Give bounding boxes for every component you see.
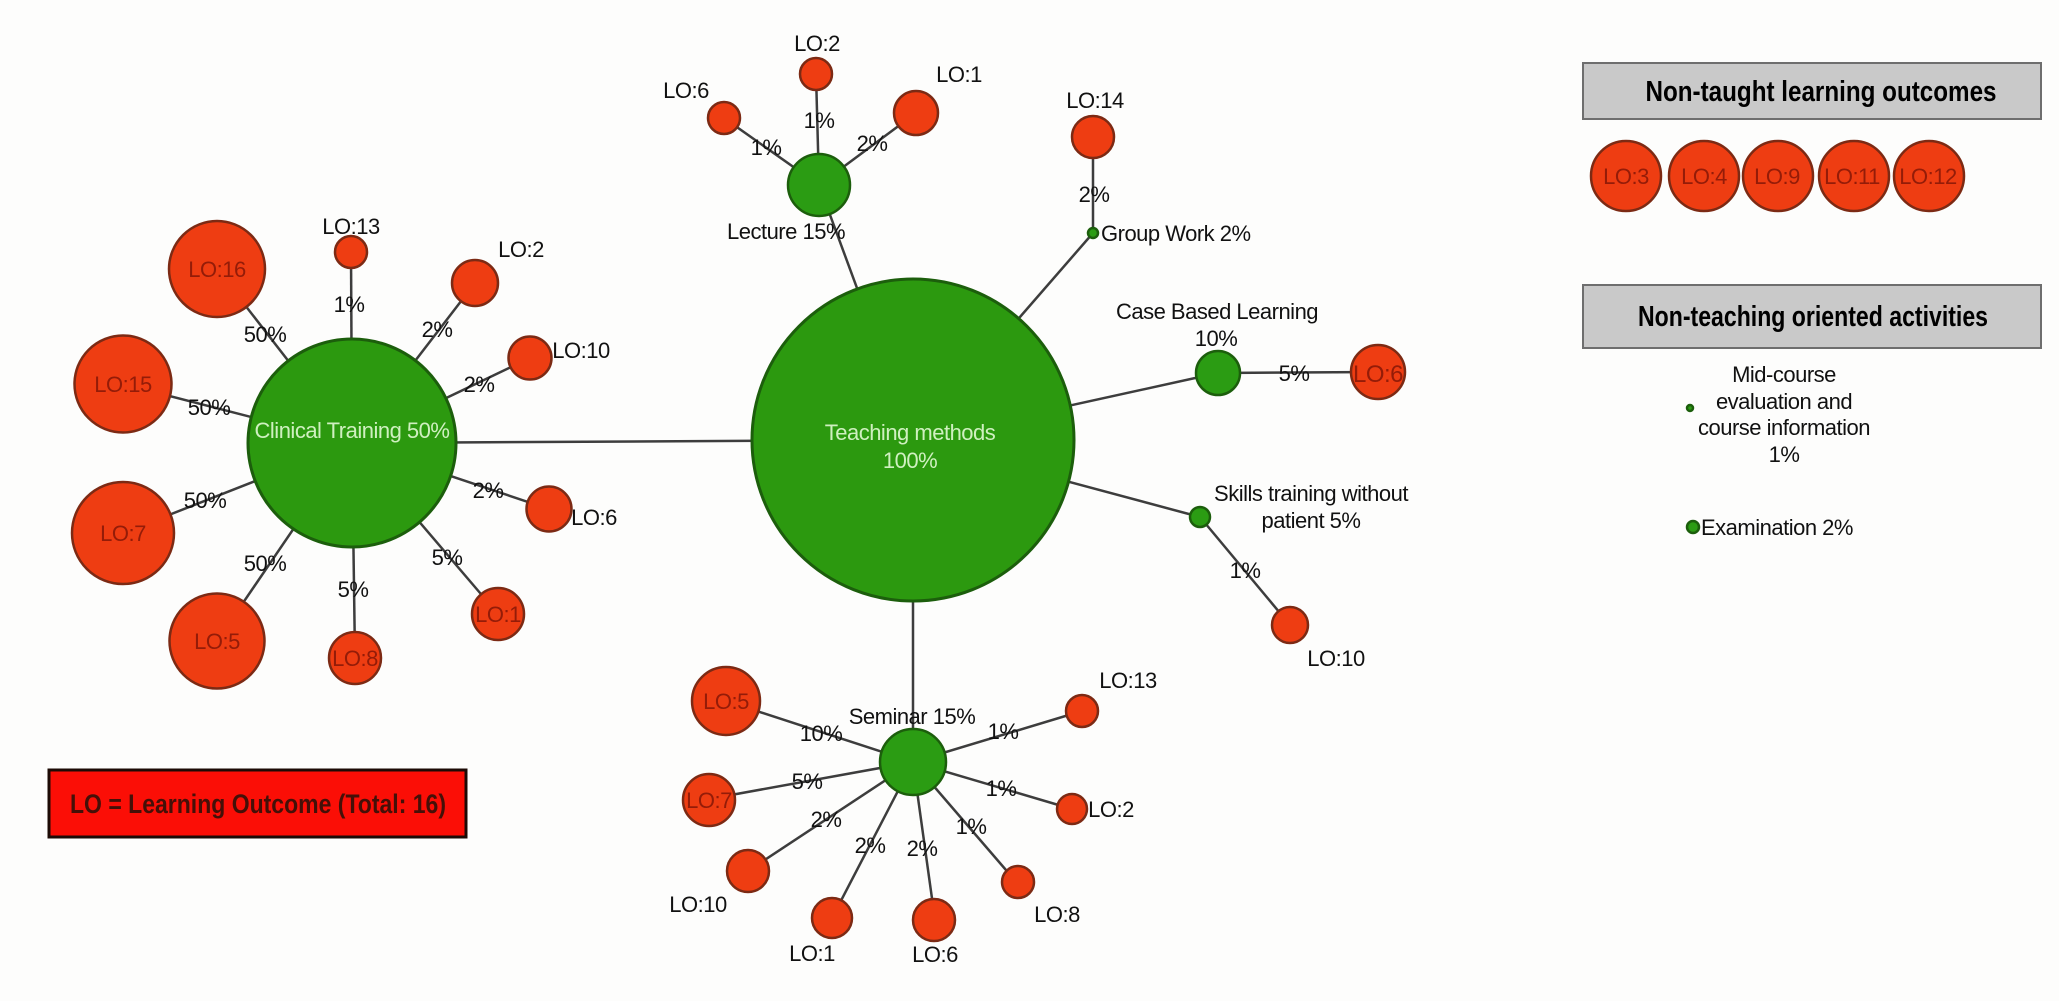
svg-text:LO:1: LO:1 — [475, 602, 521, 627]
svg-text:LO:2: LO:2 — [498, 237, 544, 262]
svg-text:Non-teaching oriented activiti: Non-teaching oriented activities — [1638, 301, 1988, 333]
svg-text:LO:1: LO:1 — [789, 941, 835, 966]
svg-text:LO:10: LO:10 — [1307, 646, 1365, 671]
svg-text:LO:7: LO:7 — [686, 788, 732, 813]
svg-text:LO:8: LO:8 — [1034, 902, 1080, 927]
svg-text:LO:6: LO:6 — [912, 942, 958, 967]
svg-text:5%: 5% — [338, 577, 369, 602]
svg-text:2%: 2% — [473, 478, 504, 503]
svg-text:LO:12: LO:12 — [1899, 164, 1957, 189]
svg-text:50%: 50% — [244, 322, 287, 347]
svg-text:5%: 5% — [1279, 361, 1310, 386]
svg-text:LO:9: LO:9 — [1754, 164, 1800, 189]
svg-text:LO:13: LO:13 — [1099, 668, 1157, 693]
svg-text:1%: 1% — [804, 108, 835, 133]
svg-text:LO:2: LO:2 — [1088, 797, 1134, 822]
svg-text:LO = Learning Outcome (Total:: LO = Learning Outcome (Total: 16) — [70, 789, 446, 819]
svg-text:LO:2: LO:2 — [794, 31, 840, 56]
svg-text:LO:16: LO:16 — [188, 257, 246, 282]
svg-text:Group Work 2%: Group Work 2% — [1101, 221, 1251, 246]
svg-text:LO:6: LO:6 — [571, 505, 617, 530]
svg-text:LO:5: LO:5 — [194, 629, 240, 654]
svg-text:LO:4: LO:4 — [1681, 164, 1727, 189]
svg-text:2%: 2% — [907, 836, 938, 861]
svg-text:LO:3: LO:3 — [1603, 164, 1649, 189]
svg-text:1%: 1% — [986, 776, 1017, 801]
svg-text:LO:8: LO:8 — [332, 646, 378, 671]
svg-text:Teaching methods: Teaching methods — [825, 420, 996, 445]
svg-text:Skills training without: Skills training without — [1214, 481, 1408, 506]
svg-text:1%: 1% — [334, 292, 365, 317]
svg-text:Examination 2%: Examination 2% — [1701, 515, 1853, 540]
svg-text:10%: 10% — [1195, 326, 1238, 351]
svg-text:1%: 1% — [956, 814, 987, 839]
svg-text:2%: 2% — [464, 372, 495, 397]
svg-text:Non-taught learning outcomes: Non-taught learning outcomes — [1646, 76, 1997, 108]
svg-text:Clinical Training 50%: Clinical Training 50% — [255, 418, 450, 443]
svg-text:LO:10: LO:10 — [552, 338, 610, 363]
svg-text:patient 5%: patient 5% — [1262, 508, 1361, 533]
svg-text:1%: 1% — [1769, 442, 1800, 467]
svg-text:LO:11: LO:11 — [1824, 164, 1880, 189]
svg-text:LO:13: LO:13 — [322, 214, 380, 239]
svg-text:LO:6: LO:6 — [1353, 361, 1403, 388]
svg-text:1%: 1% — [988, 719, 1019, 744]
svg-text:Case Based Learning: Case Based Learning — [1116, 299, 1318, 324]
svg-text:evaluation and: evaluation and — [1716, 389, 1852, 414]
svg-text:5%: 5% — [792, 769, 823, 794]
svg-text:LO:15: LO:15 — [94, 372, 152, 397]
svg-text:100%: 100% — [883, 448, 937, 473]
svg-text:LO:7: LO:7 — [100, 521, 146, 546]
svg-text:1%: 1% — [1230, 558, 1261, 583]
svg-text:LO:1: LO:1 — [936, 62, 982, 87]
svg-text:50%: 50% — [244, 551, 287, 576]
svg-text:Lecture 15%: Lecture 15% — [727, 219, 845, 244]
svg-text:10%: 10% — [800, 721, 843, 746]
svg-text:2%: 2% — [1079, 182, 1110, 207]
svg-text:2%: 2% — [855, 833, 886, 858]
svg-text:50%: 50% — [184, 488, 227, 513]
svg-text:2%: 2% — [857, 131, 888, 156]
svg-text:50%: 50% — [188, 395, 231, 420]
svg-text:Mid-course: Mid-course — [1732, 362, 1836, 387]
svg-text:1%: 1% — [751, 135, 782, 160]
svg-text:5%: 5% — [432, 545, 463, 570]
svg-text:LO:10: LO:10 — [669, 892, 727, 917]
svg-text:LO:6: LO:6 — [663, 78, 709, 103]
svg-text:2%: 2% — [422, 317, 453, 342]
svg-text:LO:14: LO:14 — [1066, 88, 1124, 113]
svg-text:LO:5: LO:5 — [703, 689, 749, 714]
svg-text:Seminar 15%: Seminar 15% — [849, 704, 976, 729]
svg-text:course information: course information — [1698, 415, 1870, 440]
svg-text:2%: 2% — [811, 807, 842, 832]
